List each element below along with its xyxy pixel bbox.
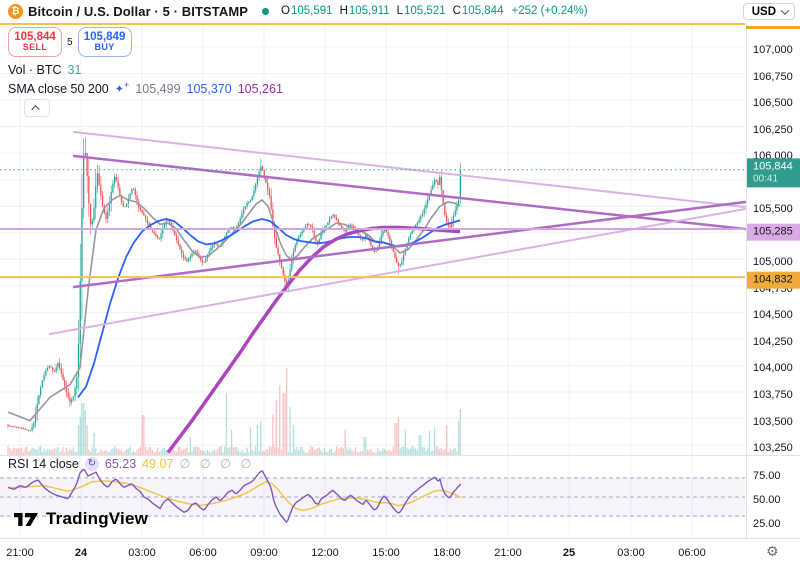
volume-bars [7, 368, 462, 455]
price-axis-label: 104,500 [753, 309, 793, 322]
chevron-down-icon [780, 5, 790, 15]
candle-countdown: 00:41 [753, 173, 779, 185]
time-axis-label: 06:00 [189, 547, 217, 559]
rsi-value: 65.23 [104, 456, 137, 471]
chart-toolbar: ₿ Bitcoin / U.S. Dollar · 5 · BITSTAMP O… [0, 0, 800, 22]
violet-level-badge: 105,285 [747, 223, 800, 241]
volume-value: 31 [67, 63, 82, 77]
price-axis-label: 106,500 [753, 97, 793, 110]
sell-price: 105,844 [14, 31, 56, 44]
volume-label: Vol · BTC [8, 63, 62, 77]
time-axis[interactable]: ⚙ 21:00 24 03:00 06:00 09:00 12:00 15:00 18:00 2… [0, 539, 800, 566]
grid [0, 22, 745, 538]
currency-selector-button[interactable]: USD [742, 3, 795, 20]
rsi-axis-label: 75.00 [753, 470, 781, 483]
candles [7, 137, 462, 433]
moving-averages [7, 194, 461, 454]
time-axis-label: 21:00 [6, 547, 34, 559]
volume-legend-row[interactable]: Vol · BTC 31 [8, 63, 81, 77]
rsi-pane [0, 468, 745, 523]
last-price-badge: 105,844 00:41 [747, 158, 800, 188]
settings-gear-icon[interactable]: ⚙ [766, 544, 779, 560]
time-axis-label: 06:00 [678, 547, 706, 559]
time-axis-label: 24 [74, 547, 88, 559]
sma-50-value: 105,370 [186, 81, 232, 96]
sma-label: SMA close 50 200 [8, 81, 109, 96]
horizontal-levels[interactable] [0, 23, 745, 279]
high-label: H [339, 5, 348, 17]
price-axis-label: 106,750 [753, 70, 793, 83]
low-label: L [396, 5, 404, 17]
open-label: O [281, 5, 290, 17]
rsi-legend-row[interactable]: RSI 14 close ↻ 65.23 49.07 ∅ ∅ ∅ ∅ [8, 456, 254, 471]
buy-price: 105,849 [83, 31, 126, 44]
sma-200-value: 105,261 [237, 81, 283, 96]
close-label: C [452, 5, 461, 17]
market-status-icon [262, 7, 270, 15]
change-value: +252 (+0.24%) [511, 5, 588, 17]
price-axis-label: 104,250 [753, 335, 793, 348]
price-axis-label: 104,000 [753, 362, 793, 375]
spread-value: 5 [67, 36, 73, 48]
price-axis-label: 107,000 [753, 44, 793, 56]
rsi-label: RSI 14 close [8, 456, 79, 471]
ohlc-readout: O 105,591 H 105,911 L 105,521 C 105,844 +252… [281, 5, 588, 17]
pane-separator[interactable] [0, 455, 800, 456]
chevron-up-icon [31, 105, 40, 114]
time-axis-label: 18:00 [433, 547, 461, 559]
price-axis-label: 103,500 [753, 415, 793, 428]
orange-level-badge: 104,832 [747, 271, 800, 289]
rsi-ma-value: 49.07 [142, 456, 174, 471]
tradingview-mark-icon [14, 512, 38, 526]
price-axis-label: 103,250 [753, 442, 793, 455]
currency-underline-orange [746, 26, 800, 29]
close-value: 105,844 [461, 5, 504, 17]
price-axis[interactable]: 107,000 106,750 106,500 106,250 106,000 105,5… [746, 22, 800, 538]
buy-label: BUY [94, 42, 115, 53]
rsi-axis-label: 50.00 [753, 494, 781, 506]
symbol-title[interactable]: Bitcoin / U.S. Dollar · 5 · BITSTAMP [28, 3, 249, 19]
sell-button[interactable]: 105,844 SELL [8, 27, 62, 57]
rsi-axis-label: 25.00 [753, 517, 781, 530]
time-axis-label: 03:00 [617, 547, 645, 559]
sma-fast-value: 105,499 [135, 81, 181, 96]
tradingview-logo[interactable]: TradingView [14, 509, 148, 529]
order-panel: 105,844 SELL 5 105,849 BUY [8, 27, 132, 57]
high-value: 105,911 [348, 5, 390, 17]
timeaxis-separator [0, 538, 800, 539]
sma-legend-row[interactable]: SMA close 50 200 ✦+ 105,499 105,370 105,… [8, 80, 283, 97]
price-axis-label: 106,250 [753, 123, 793, 136]
tradingview-logo-text: TradingView [46, 509, 149, 528]
time-axis-label: 09:00 [250, 547, 278, 559]
time-axis-label: 21:00 [494, 547, 522, 559]
price-axis-label: 105,500 [753, 203, 793, 216]
time-axis-label: 12:00 [311, 547, 339, 559]
rsi-empty-values: ∅ ∅ ∅ ∅ [179, 457, 255, 471]
collapse-pane-button[interactable] [24, 99, 50, 117]
sell-label: SELL [22, 42, 48, 53]
sparkle-icon: ✦+ [114, 80, 130, 96]
buy-button[interactable]: 105,849 BUY [77, 27, 132, 57]
open-value: 105,591 [291, 5, 333, 17]
time-axis-label: 15:00 [372, 547, 400, 559]
low-value: 105,521 [404, 5, 446, 17]
rsi-indicator-icon: ↻ [84, 456, 99, 471]
price-chart-canvas[interactable] [0, 22, 746, 538]
currency-label: USD [751, 5, 776, 18]
price-axis-label: 105,000 [753, 256, 793, 269]
time-axis-label: 03:00 [128, 547, 156, 559]
price-axis-label: 103,750 [753, 388, 793, 401]
time-axis-label: 25 [562, 547, 576, 559]
bitcoin-icon: ₿ [8, 3, 23, 19]
